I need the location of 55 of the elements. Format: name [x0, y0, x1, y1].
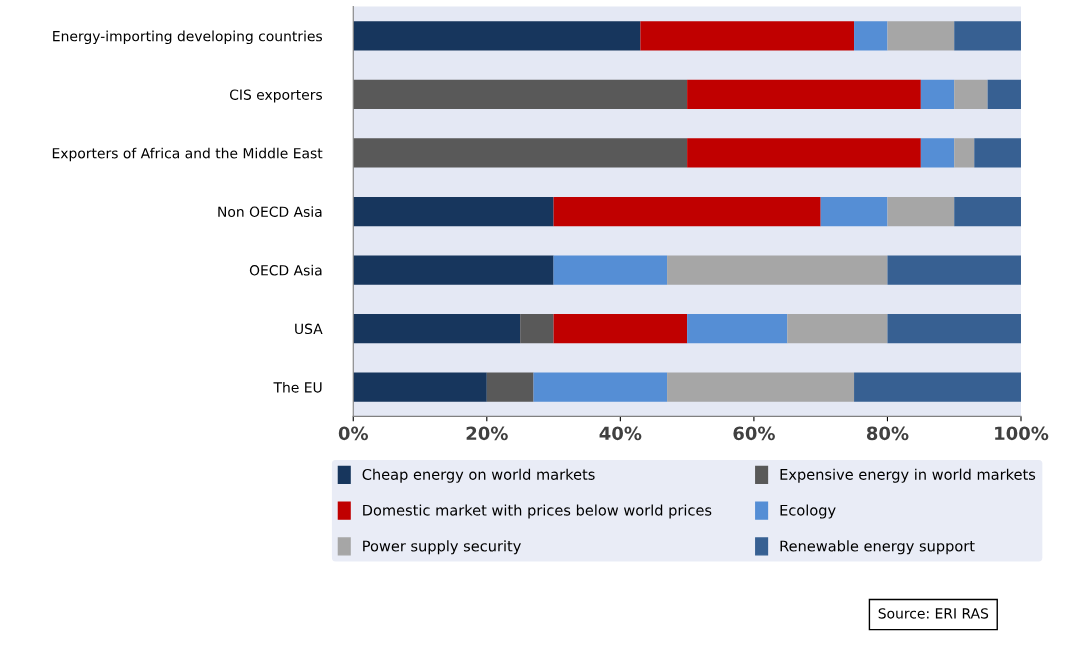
bar — [820, 196, 888, 227]
y-tick-label: OECD Asia — [249, 264, 322, 276]
y-tick-label: Energy-importing developing countries — [53, 30, 323, 45]
bar — [954, 138, 975, 168]
y-tick-label: Non OECD Asia — [218, 206, 322, 217]
bar — [353, 79, 688, 110]
bar — [987, 79, 1021, 110]
x-tick-label: 20% — [466, 426, 508, 441]
bar — [887, 21, 955, 51]
bar — [353, 138, 688, 168]
bar — [533, 372, 668, 402]
legend-label: Renewable energy support — [780, 540, 975, 555]
bar — [353, 196, 554, 227]
bar — [687, 313, 788, 344]
legend-label: Domestic market with prices below world prices — [363, 504, 712, 519]
x-tick-label: 0% — [338, 426, 369, 441]
bar — [687, 79, 921, 110]
bar — [353, 372, 487, 402]
x-tick-label: 40% — [599, 426, 642, 441]
bar — [553, 313, 688, 344]
bar — [353, 313, 521, 344]
legend-label: Cheap energy on world markets — [362, 468, 595, 483]
y-tick-label: CIS exporters — [229, 89, 323, 103]
x-tick-label: 60% — [733, 426, 775, 441]
y-tick-label: The EU — [273, 381, 322, 393]
bar — [854, 372, 1021, 402]
bar — [640, 21, 855, 51]
bar — [954, 21, 1021, 51]
legend-label: Ecology — [780, 504, 836, 519]
bar — [920, 138, 955, 168]
bar — [954, 79, 988, 110]
bar — [887, 313, 1021, 344]
x-tick-label: 80% — [866, 426, 909, 441]
bar — [667, 372, 855, 402]
bar — [486, 372, 534, 402]
bar — [854, 21, 888, 51]
x-tick-label: 100% — [995, 426, 1049, 441]
bar — [887, 255, 1021, 285]
bar — [553, 255, 668, 285]
bar — [553, 196, 821, 227]
bar — [787, 313, 888, 344]
bar — [353, 255, 554, 285]
bar — [353, 21, 641, 51]
legend-label: Power supply security — [363, 540, 521, 555]
bar — [667, 255, 888, 285]
bar — [920, 79, 955, 110]
y-tick-label: USA — [295, 323, 323, 335]
bar — [887, 196, 955, 227]
y-tick-label: Exporters of Africa and the Middle East — [52, 147, 323, 162]
bar — [974, 138, 1021, 168]
legend-label: Expensive energy in world markets — [780, 468, 1036, 483]
bar — [954, 196, 1021, 227]
bar — [687, 138, 921, 168]
bar — [520, 313, 554, 344]
source-note: Source: ERI RAS — [878, 608, 989, 619]
